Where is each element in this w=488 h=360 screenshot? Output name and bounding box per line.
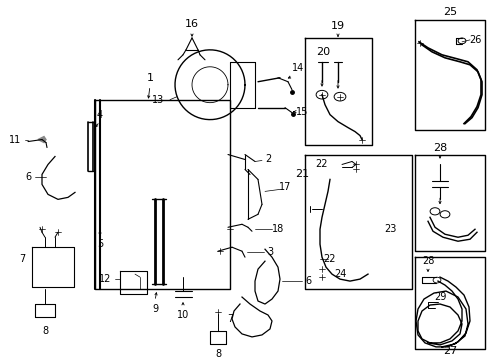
Text: 23: 23 [383, 224, 395, 234]
Text: 19: 19 [330, 21, 345, 31]
Text: 20: 20 [315, 47, 329, 57]
Text: 6: 6 [305, 276, 310, 286]
Text: 7: 7 [226, 314, 233, 324]
Text: 27: 27 [442, 346, 456, 356]
Text: 18: 18 [271, 224, 284, 234]
Text: 22: 22 [323, 254, 336, 264]
Text: 4: 4 [97, 110, 103, 120]
Text: 26: 26 [468, 35, 480, 45]
Text: 2: 2 [264, 154, 270, 165]
Text: 22: 22 [315, 159, 327, 170]
Text: 16: 16 [184, 19, 199, 29]
Text: 29: 29 [433, 292, 445, 302]
Text: 3: 3 [266, 247, 272, 257]
Text: 21: 21 [294, 170, 308, 179]
Text: 12: 12 [99, 274, 111, 284]
Text: 14: 14 [291, 63, 304, 73]
Text: 25: 25 [442, 7, 456, 17]
Text: 8: 8 [42, 326, 48, 336]
Text: 10: 10 [177, 310, 189, 320]
Text: 6: 6 [25, 172, 31, 183]
Text: 8: 8 [215, 349, 221, 359]
Text: 17: 17 [278, 183, 290, 192]
Text: 28: 28 [432, 143, 446, 153]
Polygon shape [38, 136, 46, 143]
Text: 1: 1 [146, 73, 153, 83]
Text: 7: 7 [19, 254, 25, 264]
Text: 13: 13 [152, 95, 164, 105]
Text: 9: 9 [152, 304, 158, 314]
Text: 28: 28 [421, 256, 433, 266]
Text: 24: 24 [333, 269, 346, 279]
Text: 15: 15 [295, 107, 307, 117]
Text: 5: 5 [97, 239, 103, 249]
Text: 11: 11 [9, 135, 21, 145]
